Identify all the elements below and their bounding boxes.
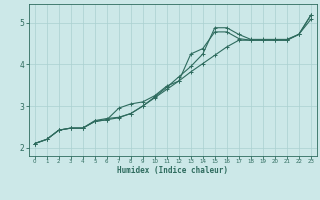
X-axis label: Humidex (Indice chaleur): Humidex (Indice chaleur) [117,166,228,175]
